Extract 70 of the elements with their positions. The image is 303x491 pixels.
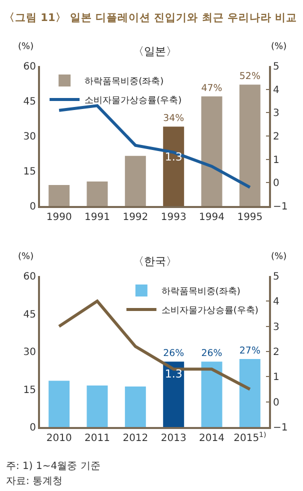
y-tick-label: 45 bbox=[23, 309, 36, 320]
data-label: 26% bbox=[201, 348, 222, 359]
y2-tick-label: 2 bbox=[273, 347, 280, 358]
legend-label: 하락품목비중(좌축) bbox=[161, 287, 240, 298]
bar bbox=[86, 182, 108, 206]
bar bbox=[48, 185, 70, 206]
x-tick-label: 2012 bbox=[122, 433, 148, 444]
text: 주: 1) 1~4월중 기준 bbox=[6, 461, 100, 472]
data-label: 52% bbox=[239, 71, 260, 82]
x-tick-label: 2010 bbox=[46, 433, 72, 444]
y-tick-label: 15 bbox=[23, 166, 36, 178]
x-tick-label: 2011 bbox=[84, 433, 110, 444]
y2-tick-label: 1 bbox=[273, 372, 280, 384]
y2-tick-label: 2 bbox=[273, 132, 280, 142]
y-axis-title: (%) bbox=[18, 252, 34, 262]
chart-title: 〈그림 11〉 일본 디플레이션 진입기와 최근 우리나라 비교 bbox=[4, 11, 298, 24]
x-tick-label: 1990 bbox=[46, 212, 72, 223]
y-tick-label: 60 bbox=[23, 272, 36, 282]
y2-axis-title: (%) bbox=[271, 252, 287, 262]
x-tick-label: 1995 bbox=[237, 212, 263, 223]
y-tick-label: 45 bbox=[23, 96, 36, 108]
y-tick-label: 30 bbox=[23, 132, 36, 142]
bar bbox=[239, 84, 260, 206]
y2-tick-label: 0 bbox=[273, 397, 280, 408]
data-label: 1.3 bbox=[164, 150, 182, 164]
data-label: 34% bbox=[163, 113, 184, 124]
legend-label: 하락품목비중(좌축) bbox=[84, 77, 164, 88]
x-tick-label: 2015$^{1)}$ bbox=[234, 430, 267, 444]
chart-title: 〈한국〉 bbox=[133, 255, 177, 268]
y2-tick-label: 3 bbox=[273, 108, 280, 120]
bar bbox=[86, 385, 108, 427]
y-tick-label: 0 bbox=[30, 422, 36, 434]
text: 자료: 통계청 bbox=[6, 476, 63, 487]
y-tick-label: 30 bbox=[23, 347, 36, 358]
bar bbox=[163, 362, 184, 427]
bar bbox=[201, 362, 222, 427]
x-tick-label: 1993 bbox=[160, 212, 186, 223]
data-label: 26% bbox=[163, 348, 184, 359]
y2-tick-label: 5 bbox=[273, 272, 280, 282]
legend-label: 소비자물가상승률(우축) bbox=[161, 306, 258, 316]
y2-tick-label: 0 bbox=[273, 178, 280, 190]
x-tick-label: 1994 bbox=[199, 212, 224, 223]
y-tick-label: 60 bbox=[23, 62, 36, 72]
chart-subtitle: 〈일본〉 bbox=[133, 45, 177, 58]
data-label: 1.3 bbox=[164, 367, 182, 380]
data-label: 27% bbox=[239, 345, 260, 356]
bar bbox=[124, 386, 146, 427]
x-tick-label: 1992 bbox=[122, 212, 148, 223]
y2-tick-label: 5 bbox=[273, 62, 280, 72]
y-tick-label: 0 bbox=[30, 202, 36, 212]
bar bbox=[124, 156, 146, 206]
y-tick-label: 15 bbox=[23, 384, 36, 396]
y2-tick-label: 4 bbox=[273, 84, 280, 96]
y2-tick-label: 4 bbox=[273, 296, 280, 308]
legend-label: 소비자물가상승률(우축) bbox=[84, 96, 182, 106]
y2-tick-label: 3 bbox=[273, 322, 280, 333]
data-label: 47% bbox=[201, 82, 222, 94]
bar bbox=[48, 380, 70, 427]
bar bbox=[239, 359, 260, 427]
bar bbox=[201, 96, 222, 206]
y2-axis-title: (%) bbox=[271, 42, 287, 52]
y2-tick-label: 1 bbox=[273, 154, 280, 166]
y2-tick-label: −1 bbox=[273, 202, 288, 212]
x-tick-label: 2013 bbox=[160, 433, 186, 444]
y2-tick-label: −1 bbox=[273, 422, 288, 434]
line-series bbox=[58, 104, 252, 189]
y-axis-title: (%) bbox=[18, 42, 34, 52]
x-tick-label: 2014 bbox=[199, 433, 224, 444]
bar bbox=[163, 126, 184, 206]
x-tick-label: 1991 bbox=[84, 212, 110, 223]
